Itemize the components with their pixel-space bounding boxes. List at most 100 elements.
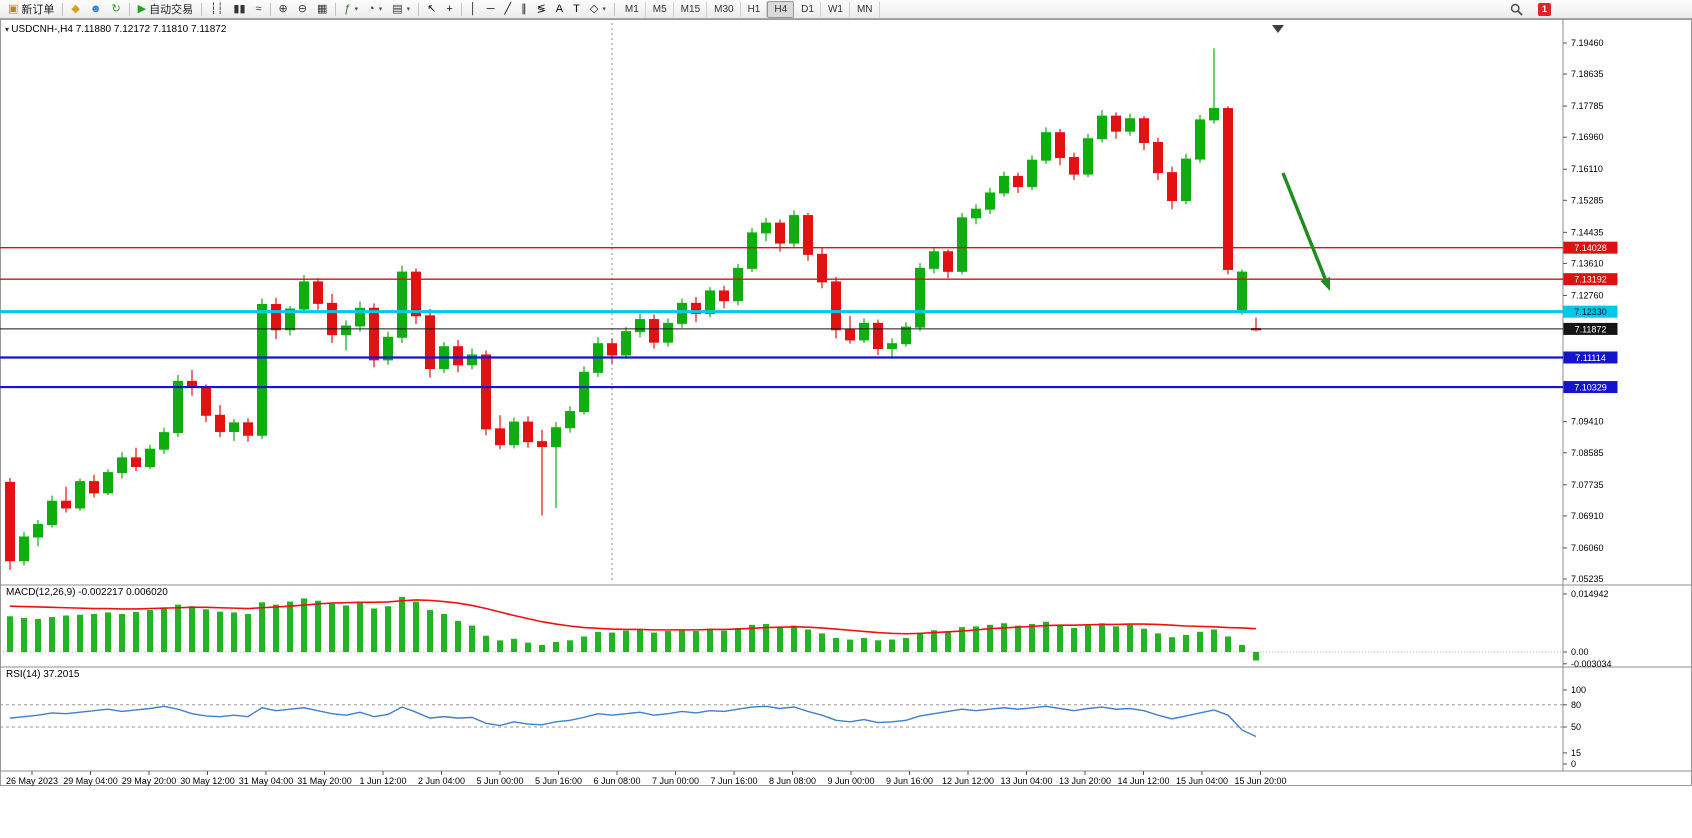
timeframe-m5-button[interactable]: M5: [646, 0, 674, 18]
timeframe-m1-button[interactable]: M1: [618, 0, 646, 18]
macd-histogram-bar: [315, 600, 321, 652]
candle-body: [887, 343, 897, 350]
candlestick-chart-button[interactable]: ▮▮: [228, 1, 250, 18]
candle-body: [719, 290, 729, 302]
macd-axis-label: 0.00: [1571, 647, 1589, 657]
fibonacci-icon: ≶: [536, 2, 546, 15]
chart-canvas[interactable]: 7.14028 7.13192 7.12330 7.11872 7.11114 7.103…: [0, 19, 1692, 838]
candle-body: [117, 457, 127, 474]
candle-body: [1013, 175, 1023, 188]
candle-body: [649, 319, 659, 343]
timeframe-d1-button[interactable]: D1: [794, 0, 821, 18]
templates-button[interactable]: ▤ ▾: [387, 1, 415, 18]
search-button[interactable]: [1505, 1, 1528, 18]
macd-histogram-bar: [1057, 624, 1063, 652]
bar-chart-button[interactable]: ┆┆: [205, 1, 228, 18]
line-chart-button[interactable]: ≈: [251, 1, 267, 18]
candle-body: [103, 472, 113, 494]
candle-body: [705, 290, 715, 315]
time-axis-label: 8 Jun 08:00: [769, 776, 816, 786]
timeframe-mn-button[interactable]: MN: [850, 0, 880, 18]
text-button[interactable]: A: [551, 1, 568, 18]
time-axis-label: 15 Jun 20:00: [1234, 776, 1286, 786]
zoom-out-icon: ⊖: [297, 2, 307, 15]
cursor-button[interactable]: ↖: [422, 1, 441, 18]
candle-body: [481, 354, 491, 430]
autotrade-button[interactable]: ▶ 自动交易: [133, 1, 198, 18]
timeframe-h1-button[interactable]: H1: [741, 0, 768, 18]
macd-histogram-bar: [679, 629, 685, 652]
channel-button[interactable]: ∥: [516, 1, 532, 18]
timeframe-m15-button[interactable]: M15: [674, 0, 708, 18]
down-arrow-annotation[interactable]: [1281, 172, 1327, 280]
macd-histogram-bar: [1113, 626, 1119, 652]
trendline-button[interactable]: ╱: [499, 1, 516, 18]
macd-histogram-bar: [385, 606, 391, 652]
price-axis-label: 7.14435: [1571, 227, 1604, 237]
new-order-icon: ▣: [8, 2, 19, 15]
toolbar-button-groups: ▣ 新订单 ◆ ☻ ↻ ▶ 自动交易 ┆┆ ▮▮ ≈ ⊕ ⊖ ▦ ƒ ▾ ◔ ▾ ▤ ▾ ↖ + │ ─ ╱ ∥ ≶ A T ◇ ▾ M1 M…: [3, 0, 880, 18]
candle-body: [537, 441, 547, 448]
new-order-button[interactable]: ▣ 新订单: [3, 1, 59, 18]
time-axis-label: 13 Jun 04:00: [1000, 776, 1052, 786]
fibonacci-button[interactable]: ≶: [532, 1, 551, 18]
time-axis-label: 2 Jun 04:00: [418, 776, 465, 786]
shapes-button[interactable]: ◇ ▾: [585, 1, 611, 18]
time-axis-label: 31 May 20:00: [297, 776, 352, 786]
indicators-button[interactable]: ƒ ▾: [339, 1, 363, 18]
macd-histogram-bar: [343, 605, 349, 652]
zoom-in-button[interactable]: ⊕: [274, 1, 293, 18]
macd-histogram-bar: [49, 617, 55, 652]
macd-histogram-bar: [259, 602, 265, 652]
time-axis-label: 30 May 12:00: [180, 776, 235, 786]
macd-histogram-bar: [413, 601, 419, 652]
timeframe-w1-button[interactable]: W1: [821, 0, 850, 18]
vertical-line-button[interactable]: │: [465, 1, 482, 18]
news-refresh-button[interactable]: ↻: [106, 1, 125, 18]
candle-body: [1097, 115, 1107, 140]
rsi-indicator-label: RSI(14) 37.2015: [6, 669, 80, 680]
candle-body: [999, 175, 1009, 194]
candle-body: [467, 354, 477, 366]
candle-body: [1069, 157, 1079, 175]
toolbar-separator: [460, 2, 462, 16]
macd-histogram-bar: [1169, 637, 1175, 652]
macd-histogram-bar: [1253, 652, 1259, 661]
candle-body: [201, 386, 211, 416]
macd-histogram-bar: [833, 638, 839, 652]
macd-histogram-bar: [105, 612, 111, 652]
timeframe-m30-button[interactable]: M30: [707, 0, 741, 18]
macd-histogram-bar: [525, 642, 531, 652]
candle-body: [677, 302, 687, 324]
news-refresh-icon: ↻: [111, 2, 121, 15]
community-button[interactable]: ☻: [85, 1, 107, 18]
community-icon: ☻: [89, 2, 102, 15]
zoom-out-button[interactable]: ⊖: [293, 1, 312, 18]
price-axis-label: 7.13610: [1571, 258, 1604, 268]
candle-body: [1153, 141, 1163, 174]
tile-windows-button[interactable]: ▦: [312, 1, 332, 18]
label-button[interactable]: T: [568, 1, 585, 18]
candle-body: [1223, 108, 1233, 270]
macd-histogram-bar: [7, 616, 13, 652]
macd-histogram-bar: [987, 624, 993, 652]
price-axis-label: 7.16110: [1571, 164, 1603, 174]
period-button[interactable]: ◔ ▾: [363, 1, 387, 18]
horizontal-line-button[interactable]: ─: [482, 1, 500, 18]
sound-alert-button[interactable]: ◆: [66, 1, 84, 18]
rsi-axis-label: 100: [1571, 685, 1586, 695]
candle-body: [257, 304, 267, 436]
candle-body: [355, 307, 365, 327]
time-axis-label: 1 Jun 12:00: [359, 776, 406, 786]
price-badge-label: 7.11114: [1575, 353, 1606, 363]
candle-body: [509, 421, 519, 446]
macd-histogram-bar: [35, 619, 41, 652]
macd-histogram-bar: [357, 602, 363, 652]
timeframe-h4-button[interactable]: H4: [767, 0, 795, 18]
time-axis-label: 7 Jun 16:00: [710, 776, 757, 786]
notification-badge[interactable]: 1: [1538, 2, 1551, 16]
candle-body: [1139, 118, 1149, 143]
crosshair-button[interactable]: +: [441, 1, 457, 18]
candle-body: [299, 281, 309, 310]
macd-histogram-bar: [371, 608, 377, 652]
